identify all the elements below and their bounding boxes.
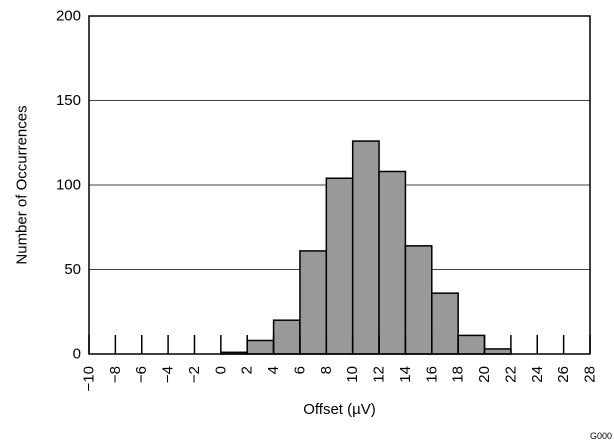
x-tick-label: −8 (107, 366, 124, 383)
x-tick-label: 8 (318, 366, 335, 374)
x-tick-label: 28 (582, 366, 599, 383)
histogram-bar (378, 170, 407, 355)
x-tick-label: −10 (81, 366, 98, 391)
y-tick-label: 50 (64, 261, 81, 278)
y-tick-label: 0 (73, 346, 81, 363)
x-tick-label: 26 (555, 366, 572, 383)
histogram-bar (457, 334, 486, 355)
histogram-bar (325, 177, 354, 355)
histogram-bars (220, 140, 512, 355)
histogram-bar (404, 245, 433, 355)
x-tick-label: 14 (397, 366, 414, 383)
x-tick-label: 4 (265, 366, 282, 374)
histogram-bar (351, 140, 380, 355)
y-tick-label: 100 (56, 177, 81, 194)
histogram-bar (299, 250, 328, 355)
x-tick-label: 2 (239, 366, 256, 374)
x-axis-ticks: −10 −8 −6 −4 −2 0 2 4 6 8 10 12 14 16 18 20 22 24 26 28 (81, 335, 599, 391)
x-tick-label: 20 (476, 366, 493, 383)
y-axis-title: Number of Occurrences (14, 105, 31, 264)
x-tick-label: 0 (212, 366, 229, 374)
histogram-bar (246, 339, 275, 355)
y-tick-label: 200 (56, 8, 81, 25)
x-tick-label: −6 (133, 366, 150, 383)
x-tick-label: 6 (291, 366, 308, 374)
histogram-bar (431, 292, 459, 355)
plot-frame (88, 15, 591, 355)
y-axis-ticks: 0 50 100 150 200 (56, 8, 81, 363)
histogram-bar (272, 319, 301, 355)
x-tick-label: 22 (502, 366, 519, 383)
figure-code: G000 (590, 431, 612, 441)
x-tick-label: 10 (344, 366, 361, 383)
x-tick-label: −2 (186, 366, 203, 383)
x-tick-label: −4 (160, 366, 177, 383)
y-tick-label: 150 (56, 92, 81, 109)
x-axis-title: Offset (µV) (303, 401, 376, 418)
x-tick-label: 12 (371, 366, 388, 383)
x-tick-label: 16 (423, 366, 440, 383)
histogram-bar (483, 348, 512, 355)
x-tick-label: 24 (529, 366, 546, 383)
x-tick-label: 18 (450, 366, 467, 383)
